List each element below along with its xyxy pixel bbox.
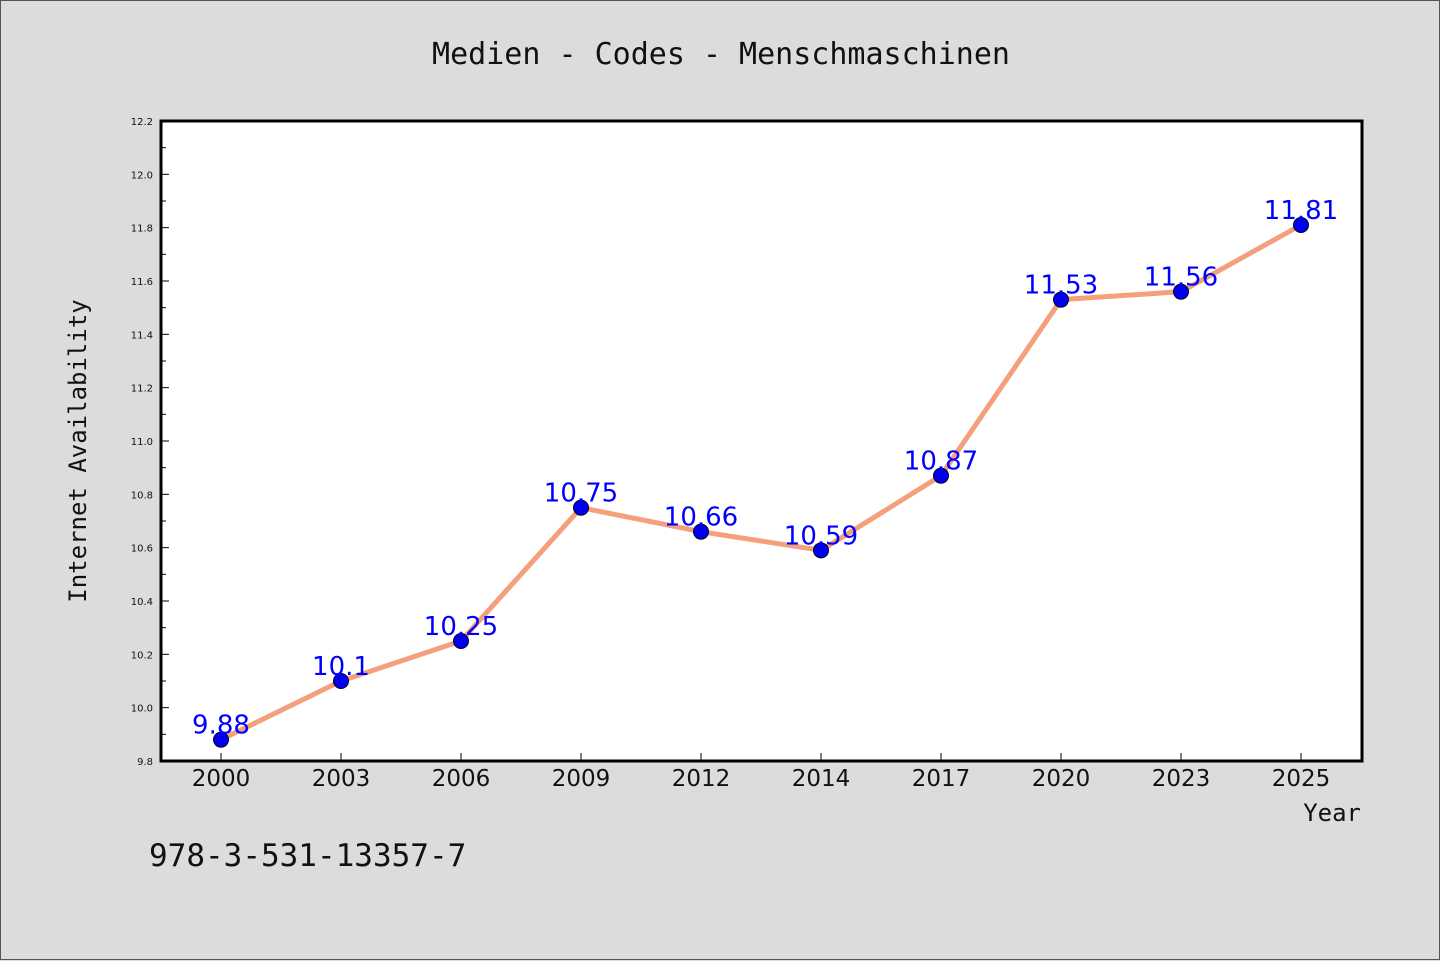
data-point bbox=[693, 523, 709, 540]
data-labels: 9.88 10.1 10.25 10.75 10.66 10.59 10.87 11.53 11… bbox=[192, 196, 1338, 741]
y-tick-label: 10.2 bbox=[131, 650, 153, 661]
y-tick-label: 10.8 bbox=[131, 490, 153, 501]
data-label: 9.88 bbox=[192, 711, 250, 741]
data-point bbox=[933, 467, 949, 484]
y-tick-label: 11.0 bbox=[131, 437, 153, 448]
y-tick-label: 10.0 bbox=[131, 704, 153, 715]
x-tick-label: 2023 bbox=[1152, 766, 1211, 792]
x-axis-label: Year bbox=[1303, 799, 1361, 827]
series-polyline bbox=[219, 222, 1303, 742]
series-markers bbox=[213, 217, 1309, 748]
y-tick-label: 12.2 bbox=[131, 117, 153, 128]
data-label: 10.87 bbox=[904, 447, 978, 477]
x-tick-label: 2012 bbox=[672, 766, 731, 792]
y-tick-label: 10.6 bbox=[131, 544, 153, 555]
x-tick-label: 2017 bbox=[912, 766, 971, 792]
series-line bbox=[219, 222, 1303, 742]
y-axis: 9.8 10.0 10.2 10.4 10.6 10.8 11.0 11.2 11.4 11.6 1… bbox=[131, 117, 169, 768]
data-label: 10.75 bbox=[544, 479, 618, 509]
data-label: 10.25 bbox=[424, 612, 498, 642]
y-tick-label: 11.8 bbox=[131, 224, 153, 235]
y-axis-label: Internet Availability bbox=[64, 299, 92, 602]
data-label: 10.59 bbox=[784, 521, 858, 551]
y-tick-label: 10.4 bbox=[131, 597, 153, 608]
data-point bbox=[813, 542, 829, 559]
x-tick-label: 2006 bbox=[432, 766, 491, 792]
plot-area bbox=[159, 119, 1364, 763]
data-label: 10.66 bbox=[664, 503, 738, 533]
y-tick-label: 11.2 bbox=[131, 384, 153, 395]
data-label: 10.1 bbox=[312, 652, 370, 682]
data-point bbox=[1293, 217, 1309, 233]
x-axis: 2000 2003 2006 2009 2012 2014 2017 2020 2023 2025 bbox=[192, 753, 1331, 792]
data-label: 11.56 bbox=[1144, 263, 1218, 293]
x-tick-label: 2025 bbox=[1272, 766, 1331, 792]
data-point bbox=[453, 633, 469, 649]
x-tick-label: 2014 bbox=[792, 766, 851, 792]
data-point bbox=[1053, 291, 1069, 308]
chart-title: Medien - Codes - Menschmaschinen bbox=[432, 37, 1010, 72]
data-point bbox=[573, 499, 589, 516]
data-label: 11.81 bbox=[1264, 196, 1338, 226]
data-point bbox=[1173, 283, 1189, 300]
isbn-text: 978-3-531-13357-7 bbox=[149, 838, 466, 874]
y-tick-label: 9.8 bbox=[137, 757, 153, 768]
data-label: 11.53 bbox=[1024, 271, 1098, 301]
data-point bbox=[213, 731, 229, 748]
x-tick-label: 2003 bbox=[312, 766, 371, 792]
y-tick-label: 11.6 bbox=[131, 277, 153, 288]
x-tick-label: 2020 bbox=[1032, 766, 1091, 792]
data-point bbox=[333, 673, 349, 689]
y-tick-label: 12.0 bbox=[131, 170, 153, 181]
y-tick-label: 11.4 bbox=[131, 330, 153, 341]
x-tick-label: 2000 bbox=[192, 766, 251, 792]
x-tick-label: 2009 bbox=[552, 766, 611, 792]
